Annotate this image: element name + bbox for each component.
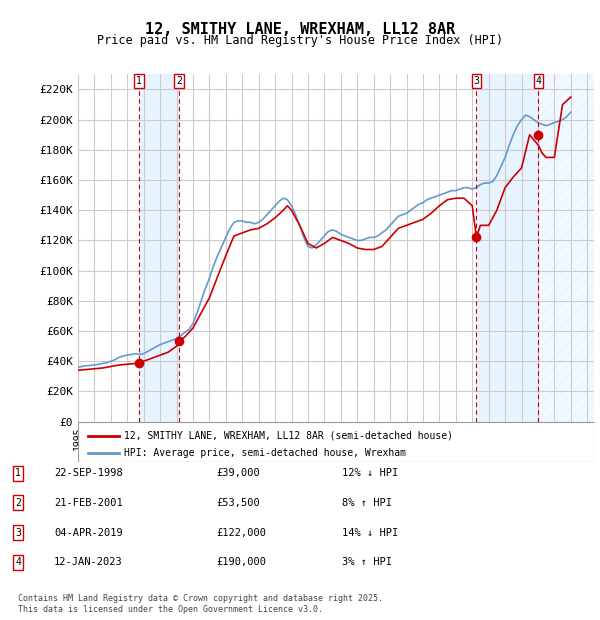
Text: 3: 3 <box>15 528 21 538</box>
Bar <box>476 74 538 422</box>
Text: 12% ↓ HPI: 12% ↓ HPI <box>342 468 398 478</box>
Text: 2: 2 <box>176 76 182 86</box>
Text: 14% ↓ HPI: 14% ↓ HPI <box>342 528 398 538</box>
Bar <box>139 74 179 422</box>
Text: £190,000: £190,000 <box>216 557 266 567</box>
Text: 3% ↑ HPI: 3% ↑ HPI <box>342 557 392 567</box>
Text: £122,000: £122,000 <box>216 528 266 538</box>
Text: 21-FEB-2001: 21-FEB-2001 <box>54 498 123 508</box>
Text: 22-SEP-1998: 22-SEP-1998 <box>54 468 123 478</box>
FancyBboxPatch shape <box>78 422 594 462</box>
Text: Contains HM Land Registry data © Crown copyright and database right 2025.
This d: Contains HM Land Registry data © Crown c… <box>18 595 383 614</box>
Text: 12-JAN-2023: 12-JAN-2023 <box>54 557 123 567</box>
Text: 8% ↑ HPI: 8% ↑ HPI <box>342 498 392 508</box>
Text: 1: 1 <box>136 76 142 86</box>
Text: 12, SMITHY LANE, WREXHAM, LL12 8AR (semi-detached house): 12, SMITHY LANE, WREXHAM, LL12 8AR (semi… <box>124 431 454 441</box>
Text: 3: 3 <box>473 76 479 86</box>
Text: £53,500: £53,500 <box>216 498 260 508</box>
Text: 2: 2 <box>15 498 21 508</box>
Text: 4: 4 <box>535 76 541 86</box>
Text: HPI: Average price, semi-detached house, Wrexham: HPI: Average price, semi-detached house,… <box>124 448 406 458</box>
Bar <box>538 74 594 422</box>
Text: £39,000: £39,000 <box>216 468 260 478</box>
Text: 04-APR-2019: 04-APR-2019 <box>54 528 123 538</box>
Text: 1: 1 <box>15 468 21 478</box>
Text: Price paid vs. HM Land Registry's House Price Index (HPI): Price paid vs. HM Land Registry's House … <box>97 34 503 47</box>
Text: 4: 4 <box>15 557 21 567</box>
Text: 12, SMITHY LANE, WREXHAM, LL12 8AR: 12, SMITHY LANE, WREXHAM, LL12 8AR <box>145 22 455 37</box>
